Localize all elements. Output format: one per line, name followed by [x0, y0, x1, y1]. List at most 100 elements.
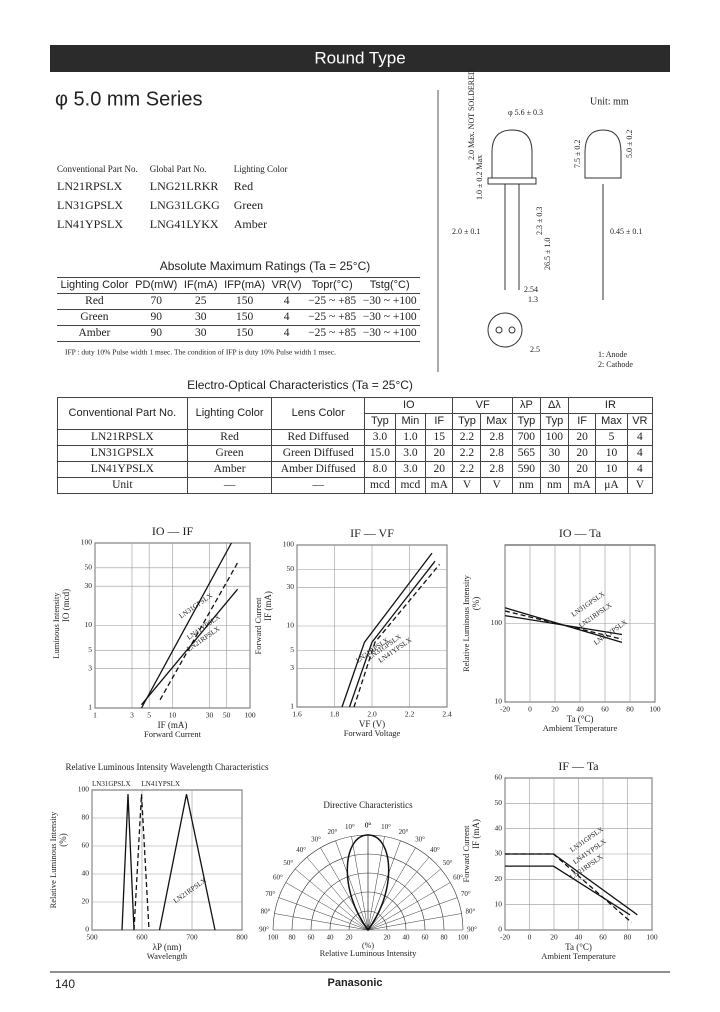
eo-cell: 8.0 — [364, 461, 396, 478]
eo-cell: 3.0 — [394, 445, 427, 462]
y-tick-label: 30 — [85, 581, 93, 590]
curve — [121, 794, 135, 931]
note: IFP : duty 10% Pulse width 1 msec. The c… — [65, 348, 336, 357]
y-axis-name: Relative Luminous Intensity — [461, 574, 471, 672]
abs-heading: Lighting Color — [57, 277, 132, 294]
y-tick-label: 80 — [82, 813, 90, 822]
dimension: 2.0 Max. NOT SOLDERED — [467, 69, 476, 160]
abs-cell: 150 — [220, 293, 269, 310]
y-tick-label: 10 — [495, 697, 503, 706]
x-axis-label: Ta (°C) — [565, 942, 592, 952]
parts-heading: Conventional Part No. — [57, 164, 138, 174]
y-tick-label: 0 — [85, 925, 89, 934]
eo-subheading: IF — [425, 413, 454, 430]
y-tick-label: 20 — [82, 897, 90, 906]
y-tick-label: 0 — [498, 925, 502, 934]
eo-subheading: Max — [480, 413, 513, 430]
angle-label: 80° — [466, 908, 476, 916]
eo-cell: Unit — [57, 477, 188, 494]
x-tick-label: 40 — [576, 705, 584, 714]
eo-cell: 2.2 — [452, 429, 482, 446]
curve — [159, 562, 239, 701]
dimension: 0.45 ± 0.1 — [610, 227, 642, 236]
parts-row: LN41YPSLX LNG41LYKX Amber — [57, 215, 300, 234]
x-axis-label: IF (mA) — [158, 720, 188, 730]
x-axis-label: Ta (°C) — [567, 714, 594, 724]
y-tick-label: 3 — [88, 663, 92, 672]
abs-max-table: Lighting Color PD(mW) IF(mA) IFP(mA) VR(V) To… — [57, 277, 420, 342]
x-tick-label: 1.6 — [292, 710, 302, 719]
y-tick-label: 10 — [495, 899, 503, 908]
eo-cell: mcd — [364, 477, 396, 494]
eo-cell: 2.2 — [452, 445, 482, 462]
grid-ray — [367, 913, 462, 931]
eo-cell: nm — [539, 477, 569, 494]
abs-heading: IFP(mA) — [220, 277, 269, 294]
curve — [158, 794, 216, 931]
curve — [141, 588, 239, 706]
x-tick-label: -20 — [500, 933, 510, 942]
angle-label: 20° — [328, 828, 338, 836]
eo-cell: V — [480, 477, 513, 494]
curve-label: LN31GPSLX — [92, 780, 131, 788]
abs-cell: Green — [57, 309, 132, 326]
dimension: 5.0 ± 0.2 — [625, 130, 634, 158]
abs-cell: 30 — [180, 309, 221, 326]
dimension: 2.3 ± 0.3 — [535, 207, 544, 235]
eo-subheading: Typ — [364, 413, 396, 430]
chart-title: Relative Luminous Intensity Wavelength C… — [65, 762, 269, 772]
y-axis-label: IO (mcd) — [61, 589, 71, 622]
r-tick-label: 60 — [422, 934, 430, 942]
y-axis-name: Forward Current — [461, 825, 471, 883]
parts-row: LN21RPSLX LNG21LRKR Red — [57, 177, 300, 196]
angle-label: 50° — [443, 859, 453, 867]
abs-cell: −30 ~ +100 — [359, 325, 420, 342]
parts-cell: LNG31LGKG — [149, 198, 220, 212]
angle-label: 60° — [273, 874, 283, 882]
y-tick-label: 30 — [287, 582, 295, 591]
r-tick-label: 100 — [268, 934, 279, 942]
eo-cell: — — [271, 477, 366, 494]
eo-cell: 4 — [626, 461, 654, 478]
grid-ray — [351, 836, 369, 931]
y-tick-label: 50 — [495, 798, 503, 807]
r-tick-label: 20 — [384, 934, 392, 942]
eo-cell: 20 — [567, 445, 597, 462]
eo-cell: 3.0 — [394, 461, 427, 478]
parts-cell: LN31GPSLX — [57, 198, 124, 212]
y-tick-label: 5 — [88, 645, 92, 654]
eo-cell: V — [626, 477, 654, 494]
dimension: 1.3 — [528, 295, 538, 304]
abs-cell: −25 ~ +85 — [304, 293, 360, 310]
dimension: φ 5.6 ± 0.3 — [508, 108, 543, 117]
x-tick-label: 80 — [626, 705, 634, 714]
x-tick-label: 700 — [186, 933, 198, 942]
abs-cell: 150 — [220, 309, 269, 326]
eo-heading: Lighting Color — [186, 397, 273, 430]
eo-cell: LN31GPSLX — [57, 445, 188, 462]
x-tick-label: 10 — [169, 711, 177, 720]
curve — [504, 615, 623, 636]
abs-header: Lighting Color PD(mW) IF(mA) IFP(mA) VR(V) To… — [57, 277, 420, 294]
r-tick-label: 80 — [441, 934, 449, 942]
y-axis-name: Relative Luminous Intensity — [48, 811, 58, 909]
abs-cell: 25 — [180, 293, 221, 310]
abs-cell: −30 ~ +100 — [359, 293, 420, 310]
header-bar — [50, 45, 670, 72]
r-tick-label: 20 — [346, 934, 354, 942]
parts-header: Conventional Part No. Global Part No. Ligh… — [57, 162, 300, 177]
y-axis-label: IF (mA) — [263, 591, 273, 621]
abs-cell: 4 — [268, 293, 305, 310]
x-axis-label: λP (nm) — [153, 942, 182, 952]
x-axis-name: Forward Voltage — [344, 728, 401, 738]
grid-ray — [367, 882, 451, 931]
y-tick-label: 100 — [283, 540, 295, 549]
x-axis-name: Wavelength — [147, 951, 188, 961]
y-tick-label: 1 — [290, 702, 294, 711]
angle-label: 60° — [453, 874, 463, 882]
eo-heading: Lens Color — [271, 397, 366, 430]
x-tick-label: 5 — [147, 711, 151, 720]
led-drawing — [487, 129, 622, 348]
eo-cell: mcd — [394, 477, 427, 494]
angle-label: 10° — [381, 823, 391, 831]
